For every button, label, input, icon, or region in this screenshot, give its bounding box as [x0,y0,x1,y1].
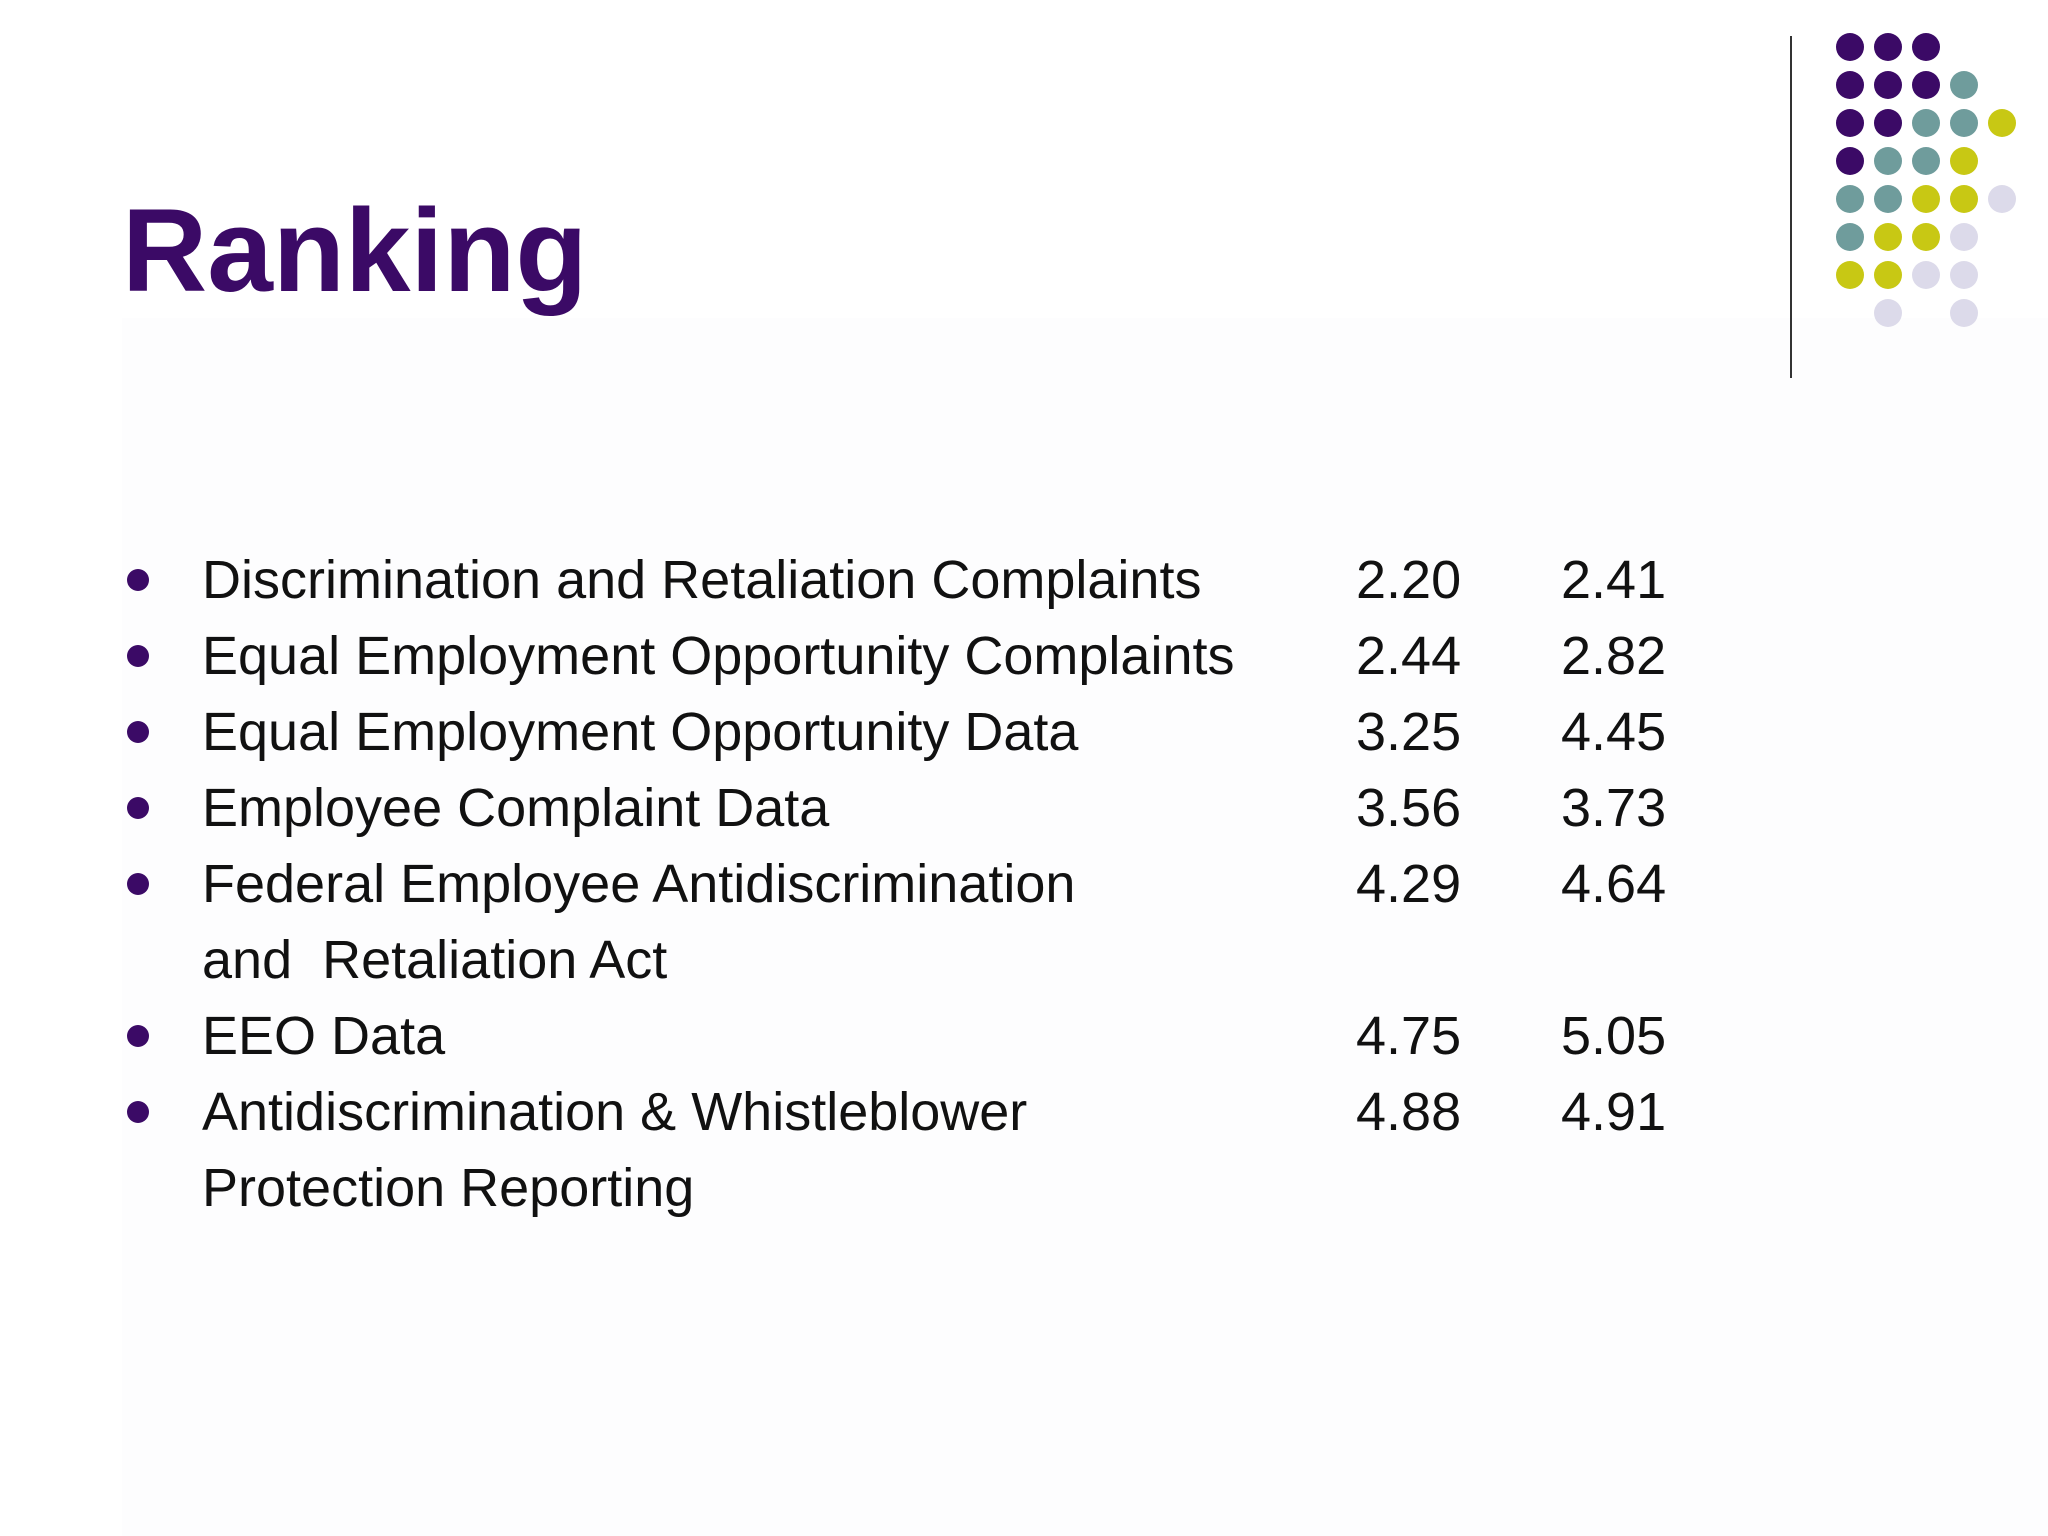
decorative-dot [1874,299,1902,327]
decorative-dot [1912,147,1940,175]
item-label: Equal Employment Opportunity Complaints [202,626,1235,686]
bullet-icon [127,645,149,667]
content-panel [122,318,2048,1536]
decorative-dot [1912,261,1940,289]
item-value-1: 4.75 [1356,1006,1462,1066]
decorative-dot [1874,223,1902,251]
item-value-2: 3.73 [1561,778,1667,838]
bullet-icon [127,1101,149,1123]
decorative-dot [1836,261,1864,289]
decorative-dot [1836,147,1864,175]
decorative-dot [1950,109,1978,137]
item-label: Federal Employee Antidiscrimination and … [202,854,1076,990]
item-value-2: 4.64 [1561,854,1667,914]
item-value-1: 3.56 [1356,778,1462,838]
decorative-dot [1836,109,1864,137]
decorative-dot [1874,33,1902,61]
list-item: Federal Employee Antidiscrimination and … [0,846,2048,990]
decorative-dot [1874,185,1902,213]
bullet-icon [127,797,149,819]
decorative-dot [1950,185,1978,213]
decorative-dot [1988,185,2016,213]
item-value-1: 2.20 [1356,550,1462,610]
bullet-icon [127,1025,149,1047]
decorative-dot [1950,261,1978,289]
list-item: EEO Data 4.75 5.05 [0,998,2048,1074]
bullet-icon [127,721,149,743]
decorative-dot [1950,299,1978,327]
item-label: Equal Employment Opportunity Data [202,702,1079,762]
item-value-1: 2.44 [1356,626,1462,686]
decorative-dot [1836,71,1864,99]
decorative-dot [1912,33,1940,61]
list-item: Antidiscrimination & Whistleblower Prote… [0,1074,2048,1218]
item-value-2: 4.45 [1561,702,1667,762]
item-value-1: 4.88 [1356,1082,1462,1142]
list-item: Equal Employment Opportunity Data 3.25 4… [0,694,2048,770]
slide-title: Ranking [122,185,588,317]
decorative-dot [1874,147,1902,175]
decorative-dot [1836,33,1864,61]
item-label: EEO Data [202,1006,446,1066]
list-item: Employee Complaint Data 3.56 3.73 [0,770,2048,846]
item-value-1: 4.29 [1356,854,1462,914]
item-label: Antidiscrimination & Whistleblower Prote… [202,1082,1028,1218]
decorative-dot [1874,261,1902,289]
decorative-dot [1950,147,1978,175]
decorative-dot [1836,223,1864,251]
item-value-2: 2.82 [1561,626,1667,686]
bullet-icon [127,569,149,591]
decorative-dot [1874,71,1902,99]
item-value-1: 3.25 [1356,702,1462,762]
item-label: Employee Complaint Data [202,778,830,838]
decorative-dot [1912,223,1940,251]
header-divider [1790,36,1792,378]
item-value-2: 2.41 [1561,550,1667,610]
item-value-2: 5.05 [1561,1006,1667,1066]
item-label: Discrimination and Retaliation Complaint… [202,550,1202,610]
decorative-dot [1988,109,2016,137]
decorative-dot [1950,71,1978,99]
item-value-2: 4.91 [1561,1082,1667,1142]
decorative-dot [1950,223,1978,251]
decorative-dot [1912,185,1940,213]
decorative-dot [1912,71,1940,99]
list-item: Equal Employment Opportunity Complaints … [0,618,2048,694]
list-item: Discrimination and Retaliation Complaint… [0,542,2048,618]
decorative-dot [1912,109,1940,137]
decorative-dot [1874,109,1902,137]
decorative-dot [1836,185,1864,213]
bullet-icon [127,873,149,895]
